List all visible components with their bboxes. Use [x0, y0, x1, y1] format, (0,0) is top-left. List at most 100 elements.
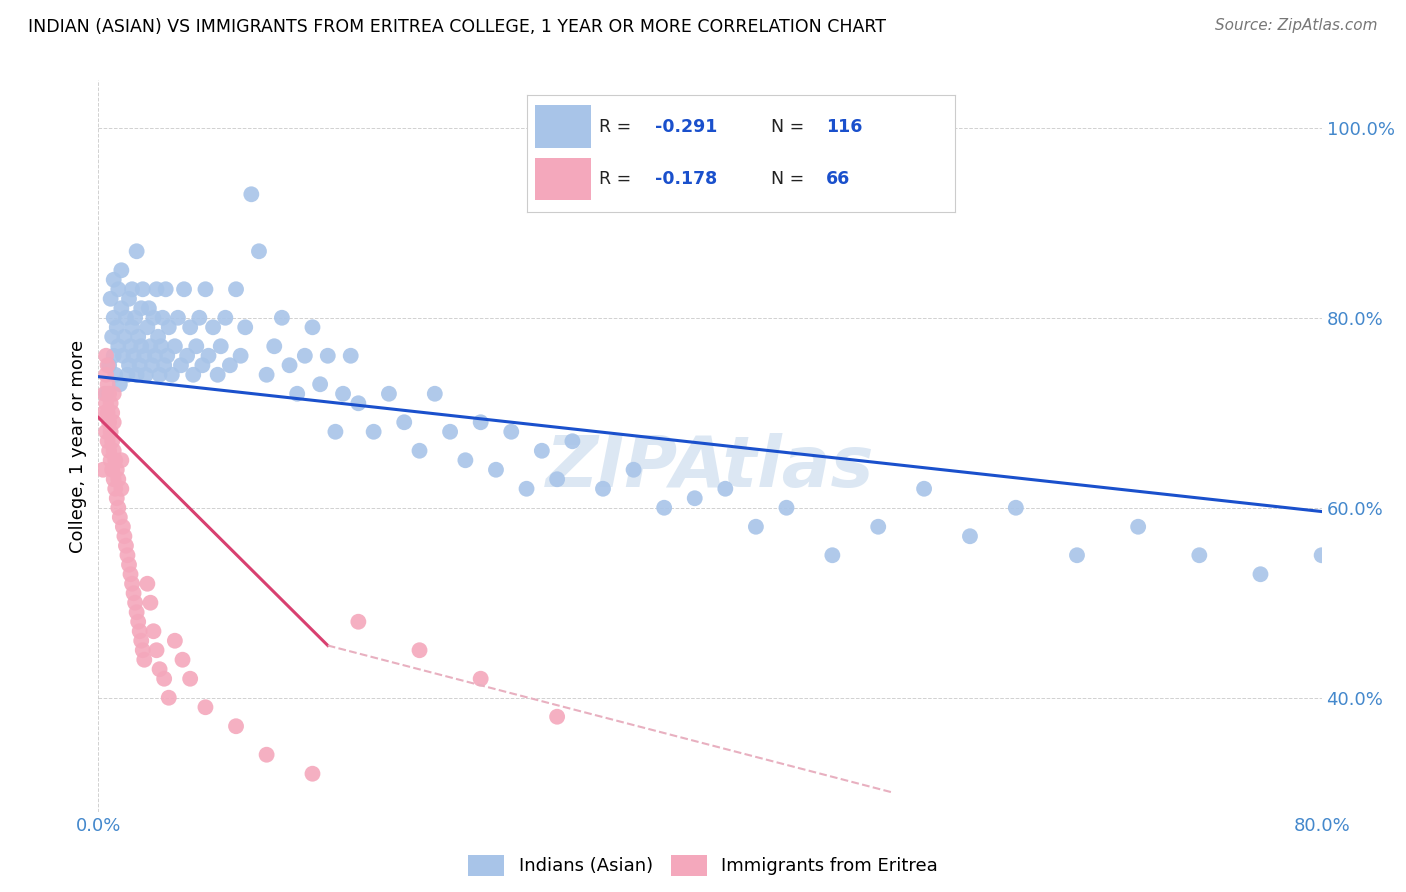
Point: [104, 453, 127, 467]
Point: [194, 700, 217, 714]
Point: [134, 349, 156, 363]
Point: [485, 463, 508, 477]
Point: [118, 292, 141, 306]
Point: [117, 368, 139, 382]
Point: [136, 320, 159, 334]
Point: [101, 330, 124, 344]
Point: [100, 425, 122, 439]
Point: [157, 320, 180, 334]
Point: [111, 520, 134, 534]
Point: [91, 463, 114, 477]
Point: [316, 349, 339, 363]
Point: [107, 282, 129, 296]
Point: [94, 386, 117, 401]
Point: [134, 653, 156, 667]
Point: [821, 548, 844, 562]
Point: [294, 349, 316, 363]
Point: [454, 453, 477, 467]
Point: [470, 415, 492, 429]
Point: [100, 292, 122, 306]
Point: [120, 567, 142, 582]
Point: [219, 358, 242, 372]
Point: [94, 425, 117, 439]
Point: [247, 244, 270, 259]
Point: [209, 339, 232, 353]
Point: [121, 282, 143, 296]
Point: [912, 482, 935, 496]
Point: [125, 368, 148, 382]
Point: [132, 282, 155, 296]
Point: [108, 510, 131, 524]
Point: [285, 386, 308, 401]
Point: [439, 425, 461, 439]
Point: [139, 596, 162, 610]
Point: [225, 282, 247, 296]
Point: [332, 386, 354, 401]
Point: [423, 386, 446, 401]
Point: [124, 310, 146, 325]
Point: [128, 358, 150, 372]
Point: [141, 358, 163, 372]
Point: [546, 472, 568, 486]
Point: [115, 539, 138, 553]
Point: [181, 368, 204, 382]
Point: [118, 558, 141, 572]
Point: [98, 386, 121, 401]
Point: [120, 339, 142, 353]
Point: [301, 766, 323, 780]
Point: [392, 415, 416, 429]
Point: [592, 482, 614, 496]
Point: [107, 500, 129, 515]
Point: [129, 633, 152, 648]
Point: [278, 358, 301, 372]
Point: [142, 310, 165, 325]
Point: [153, 358, 176, 372]
Point: [191, 358, 214, 372]
Point: [163, 339, 186, 353]
Point: [214, 310, 236, 325]
Point: [143, 349, 166, 363]
Point: [408, 643, 430, 657]
Point: [1004, 500, 1026, 515]
Point: [197, 349, 219, 363]
Point: [127, 330, 149, 344]
Point: [97, 358, 120, 372]
Point: [347, 396, 370, 410]
Point: [683, 491, 706, 506]
Point: [516, 482, 538, 496]
Point: [104, 482, 127, 496]
Point: [103, 386, 125, 401]
Point: [98, 415, 121, 429]
Point: [94, 368, 117, 382]
Point: [115, 310, 138, 325]
Point: [157, 690, 180, 705]
Point: [138, 301, 160, 316]
Point: [103, 443, 125, 458]
Point: [94, 396, 117, 410]
Point: [93, 406, 115, 420]
Point: [108, 377, 131, 392]
Point: [122, 586, 145, 600]
Point: [139, 339, 162, 353]
Point: [347, 615, 370, 629]
Point: [98, 443, 121, 458]
Point: [188, 310, 211, 325]
Point: [146, 330, 169, 344]
Point: [129, 339, 152, 353]
Point: [149, 368, 172, 382]
Point: [186, 339, 208, 353]
Point: [240, 187, 263, 202]
Point: [100, 396, 122, 410]
Point: [105, 320, 128, 334]
Point: [301, 320, 323, 334]
Point: [363, 425, 385, 439]
Point: [105, 463, 128, 477]
Legend: Indians (Asian), Immigrants from Eritrea: Indians (Asian), Immigrants from Eritrea: [461, 847, 945, 883]
Point: [127, 615, 149, 629]
Point: [107, 472, 129, 486]
Point: [1066, 548, 1088, 562]
Point: [103, 310, 125, 325]
Point: [104, 368, 127, 382]
Point: [868, 520, 890, 534]
Point: [136, 576, 159, 591]
